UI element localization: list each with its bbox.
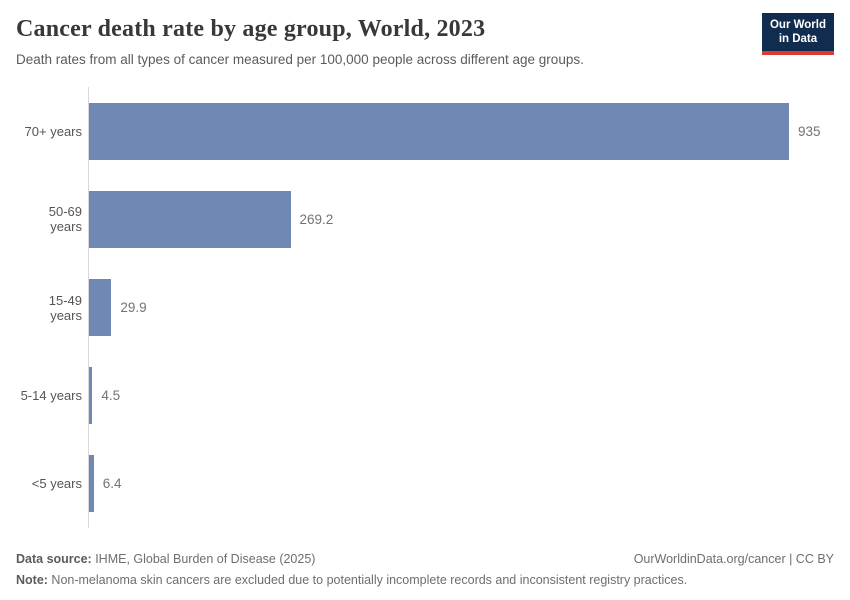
data-source: Data source: IHME, Global Burden of Dise… bbox=[16, 552, 315, 566]
chart-row: 5-14 years 4.5 bbox=[16, 352, 834, 440]
chart-footer: Data source: IHME, Global Burden of Dise… bbox=[16, 552, 834, 587]
chart-header: Cancer death rate by age group, World, 2… bbox=[16, 16, 834, 67]
owid-logo-line1: Our World bbox=[769, 19, 826, 31]
chart-subtitle: Death rates from all types of cancer mea… bbox=[16, 52, 584, 67]
bar-chart: 70+ years 935 50-69 years 269.2 15-49 ye… bbox=[16, 87, 834, 528]
data-source-label: Data source: bbox=[16, 552, 92, 566]
category-label: 70+ years bbox=[24, 123, 82, 139]
value-label: 6.4 bbox=[102, 476, 122, 492]
bar[interactable] bbox=[89, 367, 93, 425]
chart-row: 50-69 years 269.2 bbox=[16, 175, 834, 263]
footnote-text: Non-melanoma skin cancers are excluded d… bbox=[47, 573, 688, 587]
value-label: 29.9 bbox=[120, 300, 147, 315]
value-label: 935 bbox=[798, 123, 821, 139]
y-axis-line bbox=[88, 87, 89, 528]
license-link[interactable]: OurWorldinData.org/cancer | CC BY bbox=[633, 552, 834, 566]
bar-track: 4.5 bbox=[89, 352, 834, 440]
bar[interactable] bbox=[89, 102, 789, 160]
chart-title: Cancer death rate by age group, World, 2… bbox=[16, 16, 486, 42]
category-label: 5-14 years bbox=[20, 388, 82, 404]
bar[interactable] bbox=[89, 190, 291, 248]
category-label: 50-69 years bbox=[48, 204, 82, 235]
bar-track: 935 bbox=[89, 87, 834, 175]
chart-rows: 70+ years 935 50-69 years 269.2 15-49 ye… bbox=[16, 87, 834, 528]
bar[interactable] bbox=[89, 455, 94, 513]
bar-track: 29.9 bbox=[89, 263, 834, 351]
bar-track: 6.4 bbox=[89, 440, 834, 528]
chart-row: <5 years 6.4 bbox=[16, 440, 834, 528]
chart-row: 70+ years 935 bbox=[16, 87, 834, 175]
footnote: Note: Non-melanoma skin cancers are excl… bbox=[16, 573, 834, 587]
value-label: 269.2 bbox=[299, 211, 334, 227]
data-source-text: IHME, Global Burden of Disease (2025) bbox=[91, 552, 316, 566]
category-label: 15-49 years bbox=[48, 292, 82, 323]
owid-logo[interactable]: Our World in Data bbox=[761, 13, 834, 55]
bar[interactable] bbox=[89, 279, 112, 336]
category-label: <5 years bbox=[31, 476, 82, 492]
owid-logo-line2: in Data bbox=[778, 33, 818, 46]
chart-row: 15-49 years 29.9 bbox=[16, 263, 834, 351]
footnote-label: Note: bbox=[16, 573, 48, 587]
bar-track: 269.2 bbox=[89, 175, 834, 263]
value-label: 4.5 bbox=[101, 388, 121, 404]
